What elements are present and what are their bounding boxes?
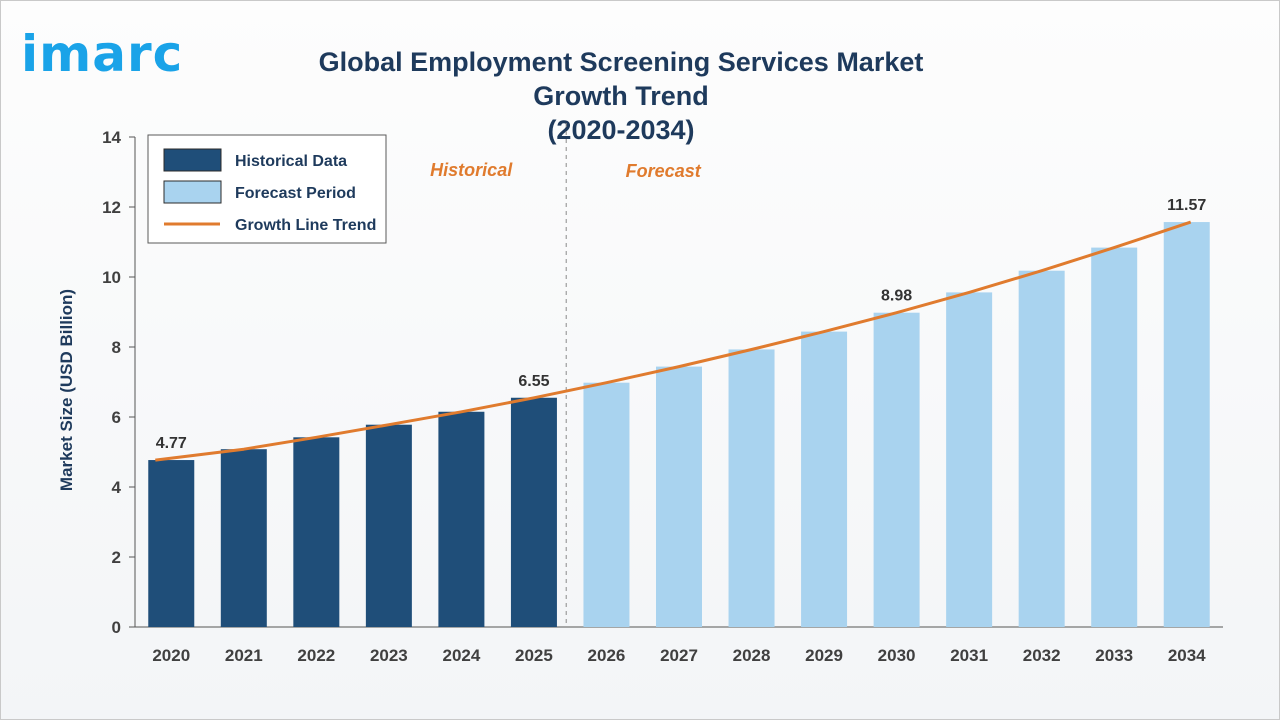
y-tick-label: 12 xyxy=(102,198,121,217)
x-tick-label: 2032 xyxy=(1023,646,1061,665)
bar-2023 xyxy=(365,424,412,627)
y-tick-label: 10 xyxy=(102,268,121,287)
x-tick-label: 2023 xyxy=(370,646,408,665)
x-tick-label: 2028 xyxy=(733,646,771,665)
legend-label: Growth Line Trend xyxy=(235,217,376,234)
y-tick-label: 8 xyxy=(112,338,121,357)
bar-2027 xyxy=(656,366,702,627)
bar-2021 xyxy=(220,449,267,627)
bar-2024 xyxy=(438,411,485,627)
bar-2020 xyxy=(148,460,195,627)
x-tick-label: 2027 xyxy=(660,646,698,665)
y-tick-label: 14 xyxy=(102,128,121,147)
legend-swatch xyxy=(163,180,222,204)
data-label-2020: 4.77 xyxy=(156,435,187,452)
bar-2034 xyxy=(1163,222,1210,628)
imarc-logo: imarc xyxy=(21,25,184,83)
legend-label: Historical Data xyxy=(235,153,347,170)
bar-2025 xyxy=(510,397,557,627)
data-label-2034: 11.57 xyxy=(1167,197,1206,214)
y-tick-label: 6 xyxy=(112,408,121,427)
y-tick-label: 4 xyxy=(112,478,122,497)
growth-trend-line xyxy=(155,220,1192,462)
x-tick-label: 2020 xyxy=(152,646,190,665)
bar-2028 xyxy=(728,349,775,627)
data-label-2030: 8.98 xyxy=(881,288,912,305)
data-label-2025: 6.55 xyxy=(518,373,549,390)
x-tick-label: 2025 xyxy=(515,646,553,665)
x-tick-label: 2022 xyxy=(297,646,335,665)
bar-2022 xyxy=(293,437,340,627)
y-axis-title: Market Size (USD Billion) xyxy=(57,289,76,491)
chart-subtitle: (2020-2034) xyxy=(547,115,695,145)
x-tick-label: 2033 xyxy=(1095,646,1133,665)
x-tick-label: 2026 xyxy=(588,646,626,665)
x-tick-label: 2034 xyxy=(1168,646,1206,665)
x-tick-label: 2021 xyxy=(225,646,263,665)
y-tick-label: 0 xyxy=(112,618,121,637)
y-tick-label: 2 xyxy=(112,548,121,567)
chart-title: Global Employment Screening Services Mar… xyxy=(318,47,924,111)
x-tick-label: 2030 xyxy=(878,646,916,665)
bar-2032 xyxy=(1018,270,1065,627)
chart-title-block: Global Employment Screening Services Mar… xyxy=(291,45,951,147)
bar-2031 xyxy=(946,292,993,627)
bar-2030 xyxy=(873,312,920,627)
legend-label: Forecast Period xyxy=(235,185,356,202)
x-tick-label: 2024 xyxy=(442,646,480,665)
bar-2029 xyxy=(801,331,848,627)
legend-swatch xyxy=(163,148,222,172)
x-tick-label: 2031 xyxy=(950,646,988,665)
forecast-annotation: Forecast xyxy=(626,161,702,181)
x-tick-label: 2029 xyxy=(805,646,843,665)
historical-annotation: Historical xyxy=(430,160,513,180)
bar-2033 xyxy=(1091,247,1138,627)
bar-2026 xyxy=(583,382,630,627)
